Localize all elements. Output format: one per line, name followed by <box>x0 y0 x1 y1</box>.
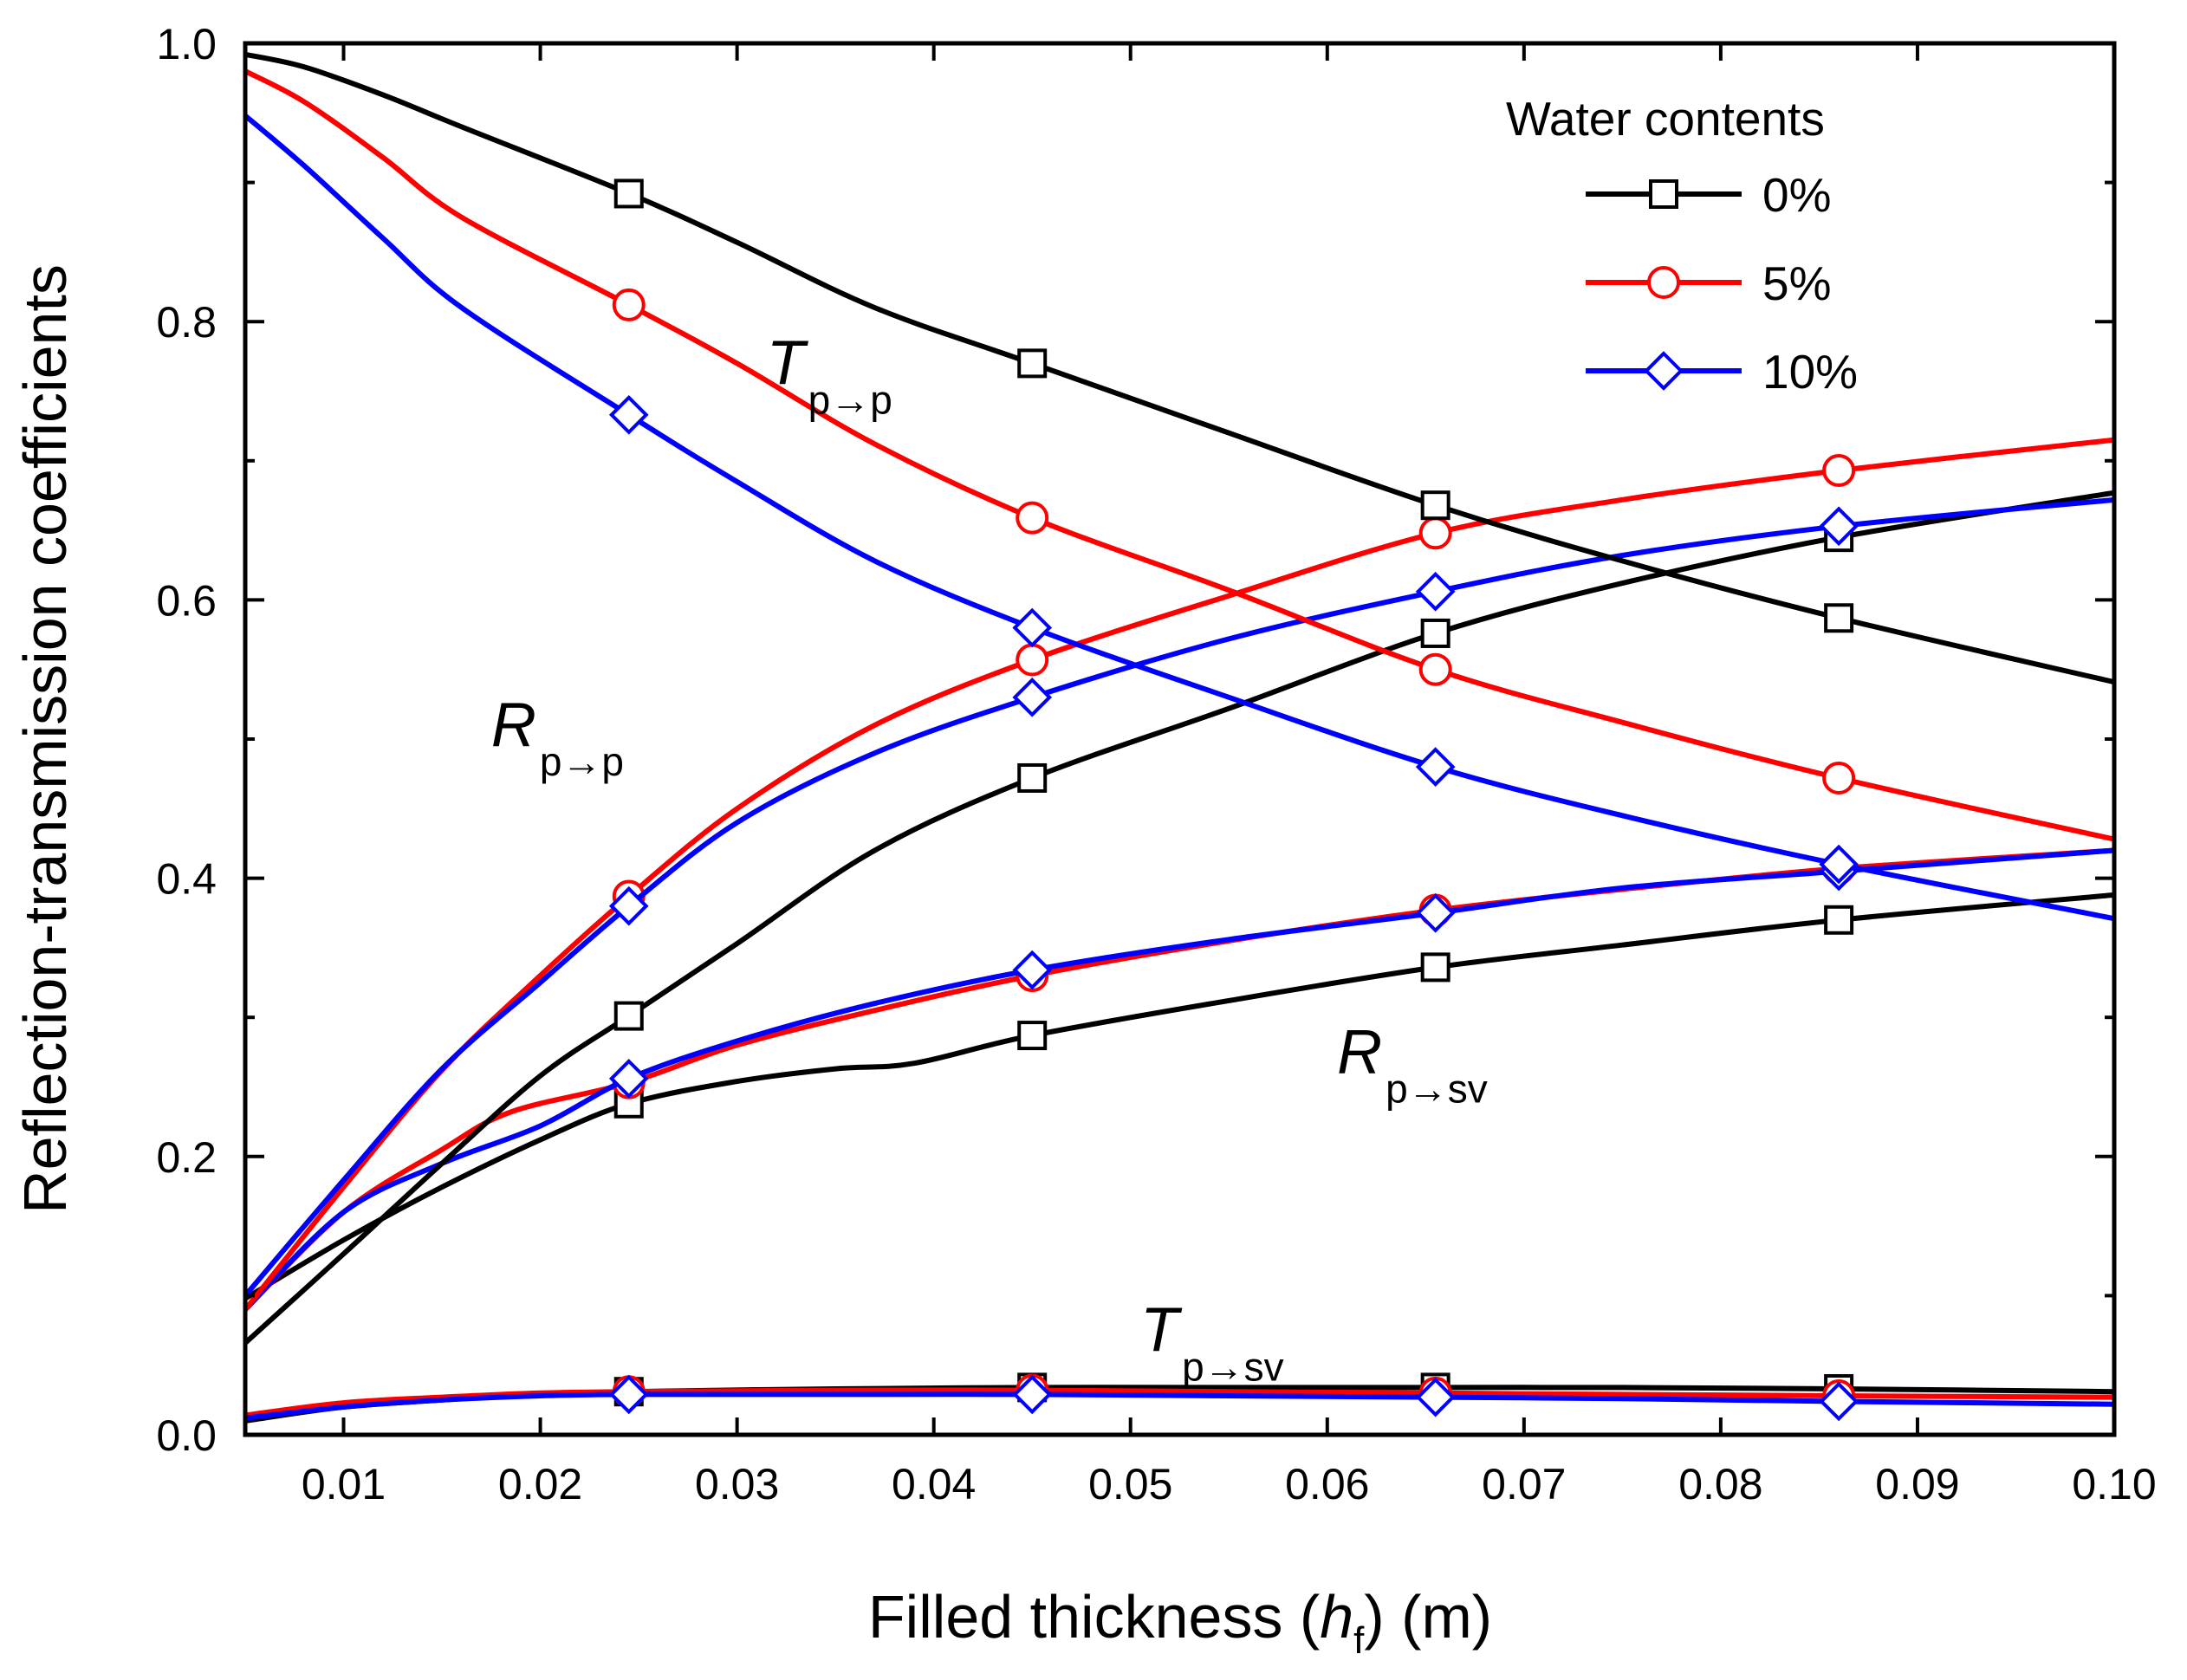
data-point <box>1418 652 1452 686</box>
annotation-subscript: p→p <box>540 739 624 784</box>
x-axis-title-part: h <box>1320 1583 1353 1651</box>
legend-entry: 10% <box>1586 345 1858 399</box>
data-point <box>1017 348 1048 379</box>
series-t-p-p-5pct <box>245 68 2114 842</box>
legend-marker <box>1647 266 1680 299</box>
legend-marker <box>1649 179 1678 209</box>
annotation-label: Tp→p <box>767 328 892 422</box>
series-line <box>245 68 2114 842</box>
data-point <box>1819 1381 1859 1422</box>
x-tick-label: 0.01 <box>302 1460 386 1508</box>
x-axis-title-part: ) (m) <box>1364 1583 1492 1651</box>
x-tick-label: 0.03 <box>695 1460 779 1508</box>
data-point <box>1819 506 1859 547</box>
legend-label: 5% <box>1762 256 1832 310</box>
legend-entry: 0% <box>1586 168 1832 222</box>
series-layer <box>245 51 2114 1424</box>
series-t-p-p-0pct <box>245 51 2114 685</box>
data-point <box>1824 603 1854 633</box>
legend-entry: 5% <box>1586 256 1832 310</box>
data-point <box>1016 643 1049 677</box>
x-axis-title-part: f <box>1353 1619 1365 1662</box>
data-point <box>1017 762 1048 793</box>
data-point <box>1824 905 1854 935</box>
x-tick-label: 0.08 <box>1678 1460 1762 1508</box>
y-tick-label: 0.0 <box>156 1411 217 1460</box>
data-point <box>1012 1374 1053 1415</box>
x-tick-label: 0.09 <box>1875 1460 1959 1508</box>
x-tick-label: 0.04 <box>892 1460 976 1508</box>
data-point <box>1822 761 1856 795</box>
x-tick-label: 0.05 <box>1088 1460 1172 1508</box>
data-point <box>1016 501 1049 535</box>
data-point <box>1012 607 1053 648</box>
data-point <box>1415 1377 1456 1417</box>
data-point <box>1012 677 1053 717</box>
x-tick-label: 0.10 <box>2072 1460 2156 1508</box>
legend-title: Water contents <box>1506 92 1825 146</box>
x-axis-title: Filled thickness (hf) (m) <box>868 1583 1492 1662</box>
data-point <box>608 394 649 435</box>
series-line <box>245 847 2114 1313</box>
data-point <box>1415 747 1456 787</box>
data-point <box>608 885 649 926</box>
x-tick-label: 0.02 <box>498 1460 582 1508</box>
data-point <box>1420 490 1450 521</box>
data-point <box>1012 950 1053 990</box>
annotation-label: Rp→sv <box>1337 1017 1488 1111</box>
x-axis-title-part: Filled thickness ( <box>868 1583 1320 1651</box>
data-point <box>613 178 644 209</box>
annotation-label: Tp→sv <box>1140 1296 1284 1390</box>
axes: 0.01 0.02 0.03 0.04 0.05 0.06 0.07 0.08 0.09 0.10… <box>11 20 2157 1662</box>
y-tick-label: 0.8 <box>156 298 217 347</box>
series-t-p-sv-10pct <box>245 1374 2114 1422</box>
series-t-p-p-10pct <box>245 113 2114 922</box>
data-point <box>608 1059 649 1099</box>
legend-label: 0% <box>1762 168 1832 222</box>
series-line <box>245 490 2114 1346</box>
annotation-subscript: p→p <box>808 377 892 422</box>
y-tick-label: 1.0 <box>156 20 217 68</box>
data-point <box>1420 952 1450 983</box>
y-tick-label: 0.6 <box>156 576 217 625</box>
annotation-layer: Tp→p Rp→p Rp→sv Tp→sv <box>491 328 1488 1389</box>
series-r-p-p-10pct <box>245 496 2114 1299</box>
x-tick-label: 0.07 <box>1482 1460 1566 1508</box>
series-r-p-sv-0pct <box>245 892 2114 1301</box>
data-point <box>1415 571 1456 612</box>
series-line <box>245 892 2114 1301</box>
data-point <box>608 1374 649 1415</box>
legend-label: 10% <box>1762 345 1858 399</box>
data-point <box>1822 454 1856 488</box>
data-point <box>1017 1021 1048 1051</box>
data-point <box>613 1001 644 1031</box>
data-point <box>1418 516 1452 550</box>
data-point <box>1420 618 1450 648</box>
y-tick-label: 0.4 <box>156 855 217 904</box>
series-r-p-p-0pct <box>245 490 2114 1346</box>
legend-marker <box>1644 351 1684 391</box>
data-point <box>1819 844 1859 885</box>
legend: Water contents 0% 5% 10% <box>1506 92 1858 399</box>
series-line <box>245 113 2114 922</box>
series-line <box>245 496 2114 1299</box>
y-tick-label: 0.2 <box>156 1133 217 1182</box>
y-axis-title: Reflection-transmission coefficients <box>11 264 79 1214</box>
data-point <box>1415 892 1456 933</box>
annotation-subscript: p→sv <box>1386 1066 1488 1111</box>
annotation-label: Rp→p <box>491 691 624 784</box>
data-point <box>612 288 646 321</box>
x-tick-label: 0.06 <box>1285 1460 1369 1508</box>
annotation-subscript: p→sv <box>1182 1345 1284 1390</box>
